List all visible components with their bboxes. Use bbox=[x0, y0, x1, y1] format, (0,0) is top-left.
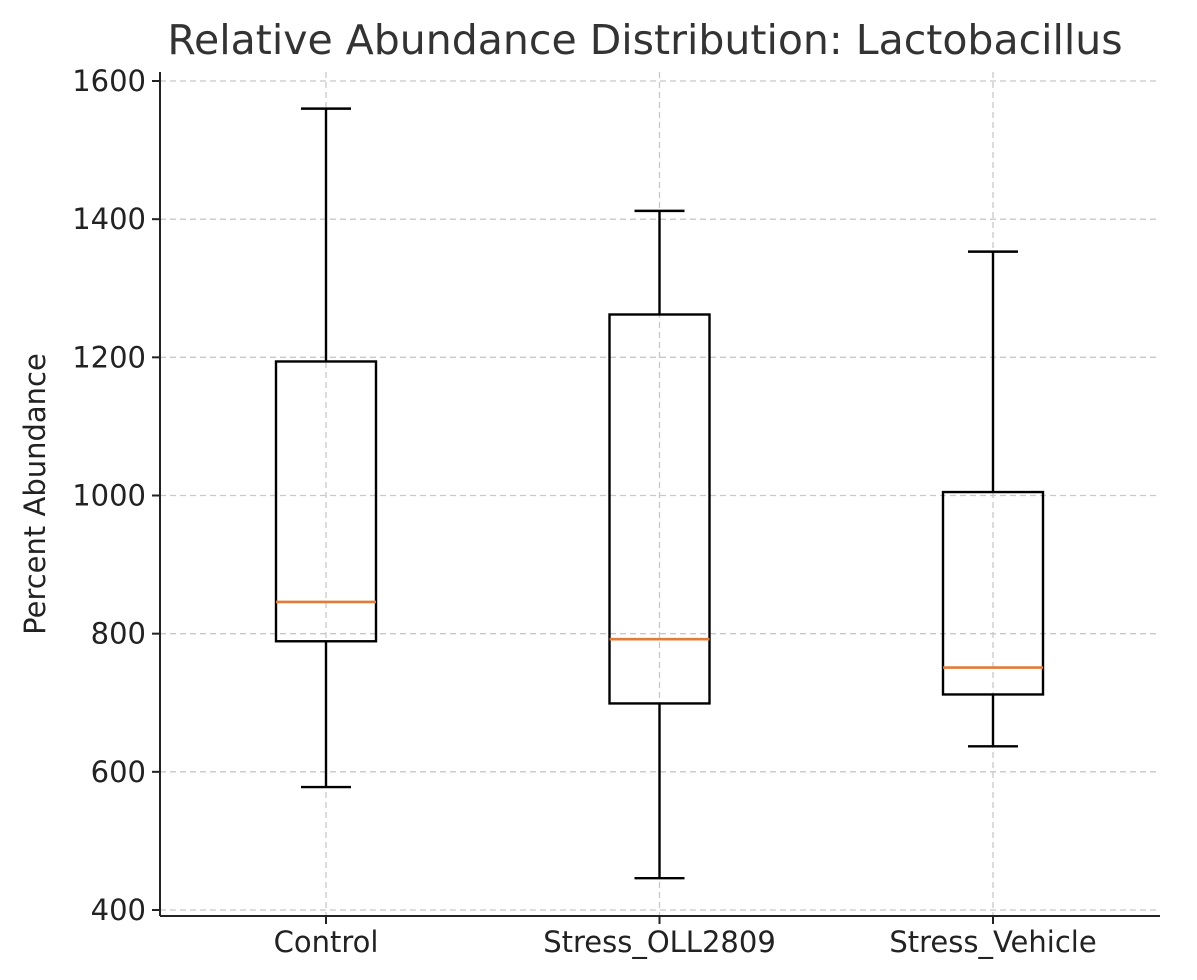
x-ticks: Control Stress_OLL2809 Stress_Vehicle bbox=[274, 916, 1097, 959]
chart-title: Relative Abundance Distribution: Lactoba… bbox=[167, 16, 1122, 64]
box-group bbox=[608, 209, 711, 880]
y-axis-label: Percent Abundance bbox=[18, 353, 52, 635]
y-tick-label: 800 bbox=[91, 617, 146, 651]
box-group bbox=[274, 107, 378, 789]
iqr-box bbox=[274, 360, 378, 643]
y-tick-label: 600 bbox=[91, 755, 146, 789]
y-tick-label: 1200 bbox=[72, 340, 146, 374]
y-tick-label: 1400 bbox=[72, 202, 146, 236]
y-tick-label: 400 bbox=[91, 893, 146, 927]
boxes bbox=[274, 107, 1045, 880]
x-tick-label: Control bbox=[274, 925, 379, 959]
box-group bbox=[941, 250, 1045, 748]
y-tick-label: 1000 bbox=[72, 479, 146, 513]
iqr-box bbox=[941, 490, 1045, 696]
x-tick-label: Stress_Vehicle bbox=[889, 925, 1096, 959]
x-tick-label: Stress_OLL2809 bbox=[543, 925, 776, 959]
iqr-box bbox=[608, 313, 711, 705]
y-tick-label: 1600 bbox=[72, 64, 146, 98]
y-ticks: 400 600 800 1000 1200 1400 1600 bbox=[72, 64, 160, 927]
